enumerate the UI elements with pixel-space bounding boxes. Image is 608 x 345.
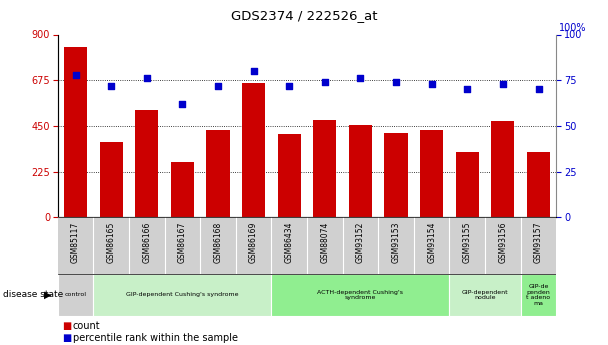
Point: [213, 83, 223, 88]
Point: [534, 87, 544, 92]
Point: [178, 101, 187, 107]
Text: GSM93155: GSM93155: [463, 222, 472, 263]
Bar: [456, 152, 479, 217]
Text: percentile rank within the sample: percentile rank within the sample: [73, 333, 238, 343]
Text: GSM93153: GSM93153: [392, 222, 401, 263]
Text: GSM86169: GSM86169: [249, 222, 258, 263]
Point: [106, 83, 116, 88]
Text: GSM86168: GSM86168: [213, 222, 223, 263]
Bar: [94, 274, 271, 316]
Text: GSM93156: GSM93156: [499, 222, 508, 263]
Text: 100%: 100%: [559, 23, 587, 33]
Bar: [100, 142, 123, 217]
Bar: [58, 274, 94, 316]
Bar: [135, 110, 158, 217]
Text: GSM86166: GSM86166: [142, 222, 151, 263]
Text: GSM86165: GSM86165: [106, 222, 116, 263]
Bar: [520, 274, 556, 316]
Bar: [207, 130, 230, 217]
Bar: [64, 47, 87, 217]
Point: [463, 87, 472, 92]
Bar: [313, 120, 336, 217]
Bar: [491, 121, 514, 217]
Text: GSM93152: GSM93152: [356, 222, 365, 263]
Text: GSM93157: GSM93157: [534, 222, 543, 263]
Text: GDS2374 / 222526_at: GDS2374 / 222526_at: [231, 9, 377, 22]
Bar: [420, 130, 443, 217]
Point: [427, 81, 437, 87]
Text: ▶: ▶: [44, 290, 52, 300]
Text: GSM85117: GSM85117: [71, 222, 80, 263]
Text: ■: ■: [62, 321, 72, 331]
Point: [356, 76, 365, 81]
Text: ACTH-dependent Cushing's
syndrome: ACTH-dependent Cushing's syndrome: [317, 289, 404, 300]
Text: GIP-de
penden
t adeno
ma: GIP-de penden t adeno ma: [527, 284, 551, 306]
Point: [391, 79, 401, 85]
Text: ■: ■: [62, 333, 72, 343]
Bar: [242, 83, 265, 217]
Bar: [349, 125, 372, 217]
Point: [142, 76, 151, 81]
Text: GSM86167: GSM86167: [178, 222, 187, 263]
Bar: [171, 162, 194, 217]
Bar: [449, 274, 520, 316]
Text: GIP-dependent Cushing's syndrome: GIP-dependent Cushing's syndrome: [126, 293, 239, 297]
Text: GSM86434: GSM86434: [285, 222, 294, 263]
Text: control: control: [64, 293, 86, 297]
Bar: [384, 133, 407, 217]
Point: [498, 81, 508, 87]
Bar: [278, 134, 301, 217]
Point: [71, 72, 80, 78]
Text: disease state: disease state: [3, 290, 63, 299]
Text: GSM93154: GSM93154: [427, 222, 436, 263]
Point: [249, 68, 258, 74]
Point: [320, 79, 330, 85]
Text: count: count: [73, 321, 100, 331]
Point: [285, 83, 294, 88]
Bar: [527, 152, 550, 217]
Text: GSM88074: GSM88074: [320, 222, 330, 263]
Text: GIP-dependent
nodule: GIP-dependent nodule: [462, 289, 508, 300]
Bar: [271, 274, 449, 316]
